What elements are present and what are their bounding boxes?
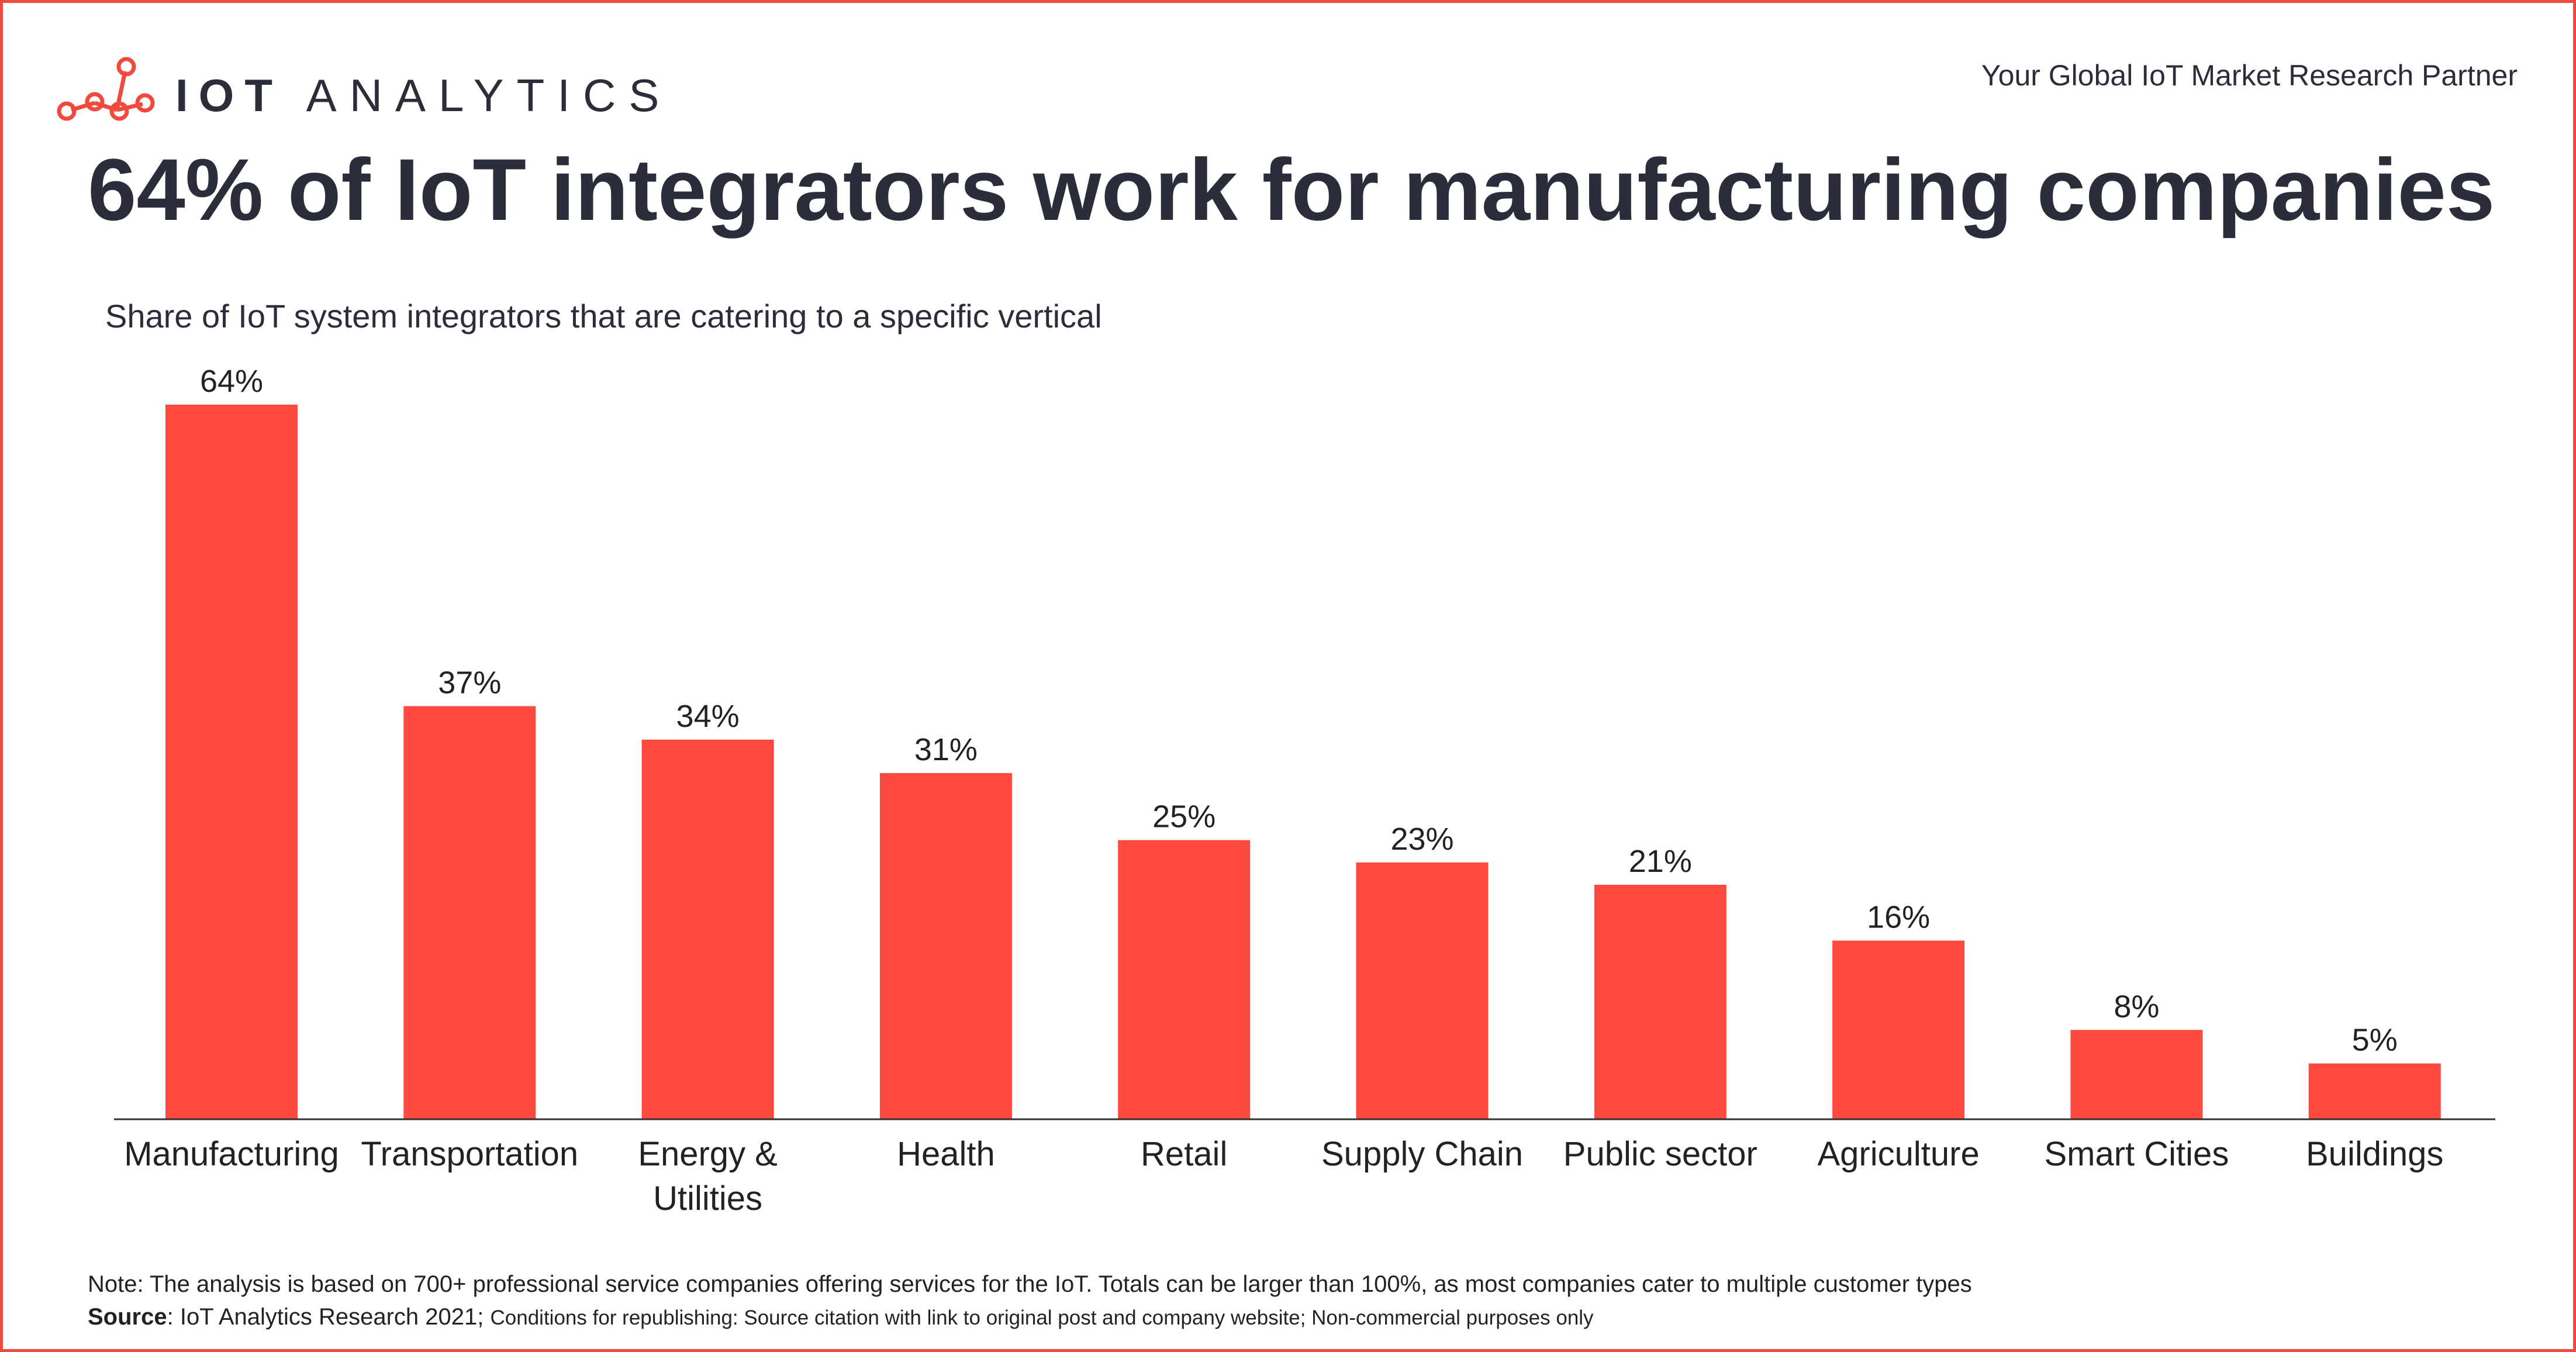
brand-wordmark-light: ANALYTICS xyxy=(306,70,672,121)
category-label-9: Buildings xyxy=(2306,1135,2443,1173)
chart-subtitle: Share of IoT system integrators that are… xyxy=(105,298,1102,334)
data-label-0: 64% xyxy=(200,364,263,399)
page-title: 64% of IoT integrators work for manufact… xyxy=(88,140,2495,239)
data-label-1: 37% xyxy=(438,665,501,701)
category-label-8: Smart Cities xyxy=(2044,1135,2229,1173)
bar-3 xyxy=(879,773,1012,1119)
category-label-0: Manufacturing xyxy=(124,1135,339,1173)
bar-0 xyxy=(165,405,298,1119)
footnote: Note: The analysis is based on 700+ prof… xyxy=(88,1271,1972,1297)
category-label-3: Health xyxy=(897,1135,995,1173)
data-label-3: 31% xyxy=(914,732,978,767)
bar-7 xyxy=(1832,940,1965,1119)
data-label-9: 5% xyxy=(2352,1023,2398,1058)
brand-wordmark-bold: IOT xyxy=(175,70,283,121)
bar-9 xyxy=(2308,1063,2441,1119)
data-label-5: 23% xyxy=(1390,822,1453,857)
bar-5 xyxy=(1356,862,1489,1119)
republishing-conditions: Conditions for republishing: Source cita… xyxy=(490,1306,1594,1329)
source-line: Source: IoT Analytics Research 2021; Con… xyxy=(88,1304,1594,1330)
data-label-4: 25% xyxy=(1152,799,1216,834)
bar-4 xyxy=(1118,840,1251,1119)
bar-2 xyxy=(641,739,774,1119)
category-label-5: Supply Chain xyxy=(1321,1135,1523,1173)
category-label-7: Agriculture xyxy=(1817,1135,1979,1173)
iot-analytics-logo-icon xyxy=(57,57,155,121)
brand-tagline: Your Global IoT Market Research Partner xyxy=(1981,59,2518,92)
category-label-2-line-0: Energy & xyxy=(638,1135,778,1173)
category-label-2-line-1: Utilities xyxy=(653,1179,762,1218)
bar-8 xyxy=(2070,1030,2203,1119)
category-label-6: Public sector xyxy=(1563,1135,1757,1173)
source-text: : IoT Analytics Research 2021; xyxy=(167,1304,491,1330)
brand-wordmark: IOT ANALYTICS xyxy=(175,69,672,122)
category-label-4: Retail xyxy=(1141,1135,1227,1173)
data-label-7: 16% xyxy=(1867,900,1930,935)
data-label-2: 34% xyxy=(676,699,740,734)
bar-6 xyxy=(1594,885,1726,1119)
bar-1 xyxy=(403,706,536,1119)
source-label: Source xyxy=(88,1304,167,1330)
category-label-1: Transportation xyxy=(361,1135,578,1173)
data-label-6: 21% xyxy=(1629,844,1692,879)
data-label-8: 8% xyxy=(2114,989,2159,1024)
